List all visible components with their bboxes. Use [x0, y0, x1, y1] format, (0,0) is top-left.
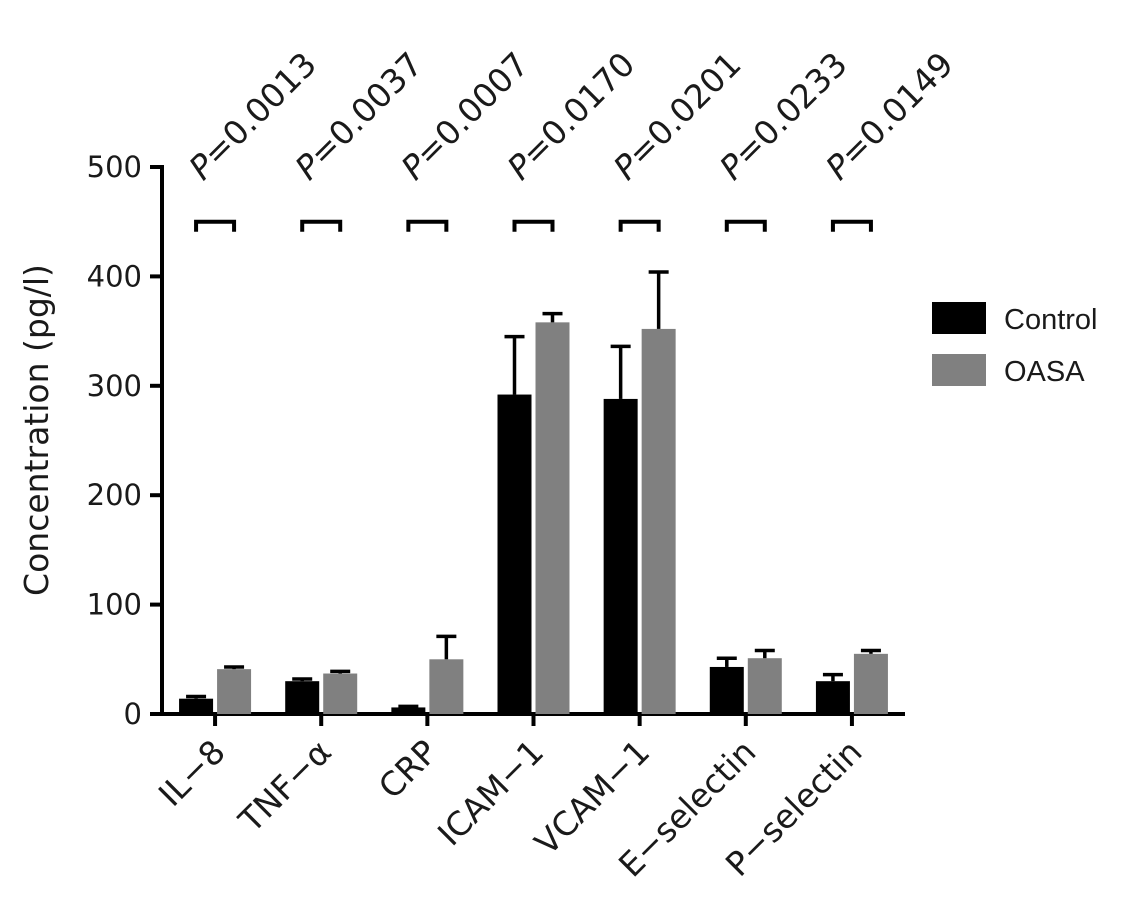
bar-oasa [535, 322, 570, 714]
bar-control [179, 698, 214, 714]
y-tick-label: 400 [87, 259, 142, 293]
y-tick-label: 200 [87, 478, 142, 512]
bar-control [497, 394, 532, 714]
bar-control [603, 398, 638, 714]
y-tick-label: 300 [87, 369, 142, 403]
bar-oasa [747, 658, 782, 714]
legend-swatch-control [932, 302, 986, 334]
significance-bracket [724, 219, 767, 232]
bar-oasa [853, 653, 888, 714]
legend-label-oasa: OASA [1004, 356, 1085, 388]
legend-label-control: Control [1004, 304, 1098, 336]
bars [179, 322, 888, 714]
axes: 0 100 200 300 400 500 [87, 150, 905, 731]
bar-oasa [323, 673, 358, 714]
bar-control [391, 707, 426, 714]
bar-control [815, 681, 850, 714]
bar-oasa [641, 328, 676, 714]
significance-bracket [194, 219, 237, 232]
significance-bracket [618, 219, 661, 232]
y-tick-label: 0 [124, 697, 142, 731]
error-bars [186, 270, 881, 709]
bar-oasa [217, 669, 252, 714]
category-label: CRP [371, 732, 445, 806]
legend: Control OASA [932, 302, 1098, 388]
category-label: IL−8 [151, 732, 233, 814]
legend-swatch-oasa [932, 354, 986, 386]
significance-bracket [406, 219, 449, 232]
category-label: TNF−α [231, 732, 339, 840]
bar-control [709, 666, 744, 714]
y-tick-label: 100 [87, 588, 142, 622]
significance-bracket [300, 219, 343, 232]
p-value-number: =0.0149 [832, 44, 961, 173]
bar-control [285, 681, 320, 714]
significance-brackets [194, 219, 873, 232]
bar-oasa [429, 659, 464, 714]
significance-bracket [512, 219, 555, 232]
p-value-labels: P=0.0013P=0.0037P=0.0007P=0.0170P=0.0201… [181, 44, 961, 187]
significance-bracket [830, 219, 873, 232]
y-axis-label: Concentration (pg/l) [17, 264, 56, 596]
y-tick-label: 500 [87, 150, 142, 184]
